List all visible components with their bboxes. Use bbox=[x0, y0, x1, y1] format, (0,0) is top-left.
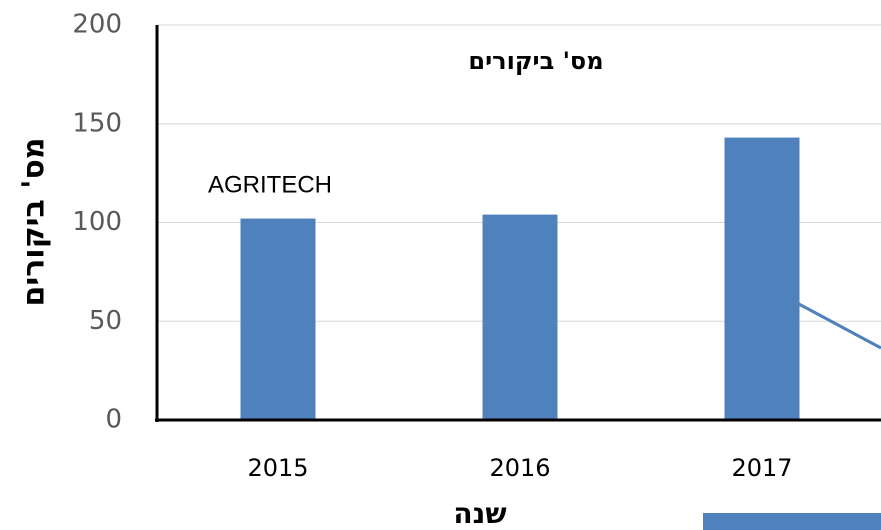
y-tick-label: 150 bbox=[72, 108, 122, 138]
y-tick-label: 100 bbox=[72, 207, 122, 237]
y-tick-label: 0 bbox=[105, 405, 122, 435]
legend-swatch bbox=[703, 513, 881, 530]
annotation-line bbox=[796, 301, 881, 350]
x-axis-title: שנה bbox=[453, 497, 506, 530]
chart-title: מס' ביקורים bbox=[468, 47, 603, 75]
y-tick-label: 50 bbox=[89, 306, 122, 336]
x-tick-label: 2015 bbox=[247, 454, 308, 482]
y-axis-title: מס' ביקורים bbox=[17, 137, 52, 306]
y-tick-label: 200 bbox=[72, 10, 122, 40]
bar bbox=[482, 214, 558, 420]
x-tick-label: 2017 bbox=[731, 454, 792, 482]
bar bbox=[240, 218, 316, 420]
bar bbox=[724, 137, 800, 420]
annotation: AGRITECH bbox=[208, 171, 332, 198]
x-tick-label: 2016 bbox=[489, 454, 550, 482]
